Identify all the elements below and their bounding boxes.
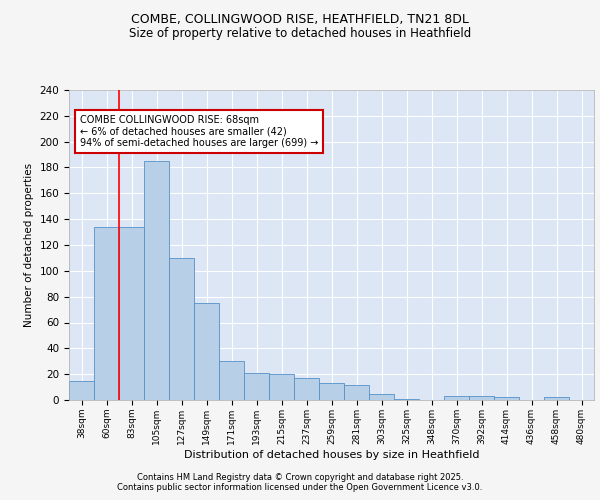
Bar [244,373,269,400]
Y-axis label: Number of detached properties: Number of detached properties [24,163,34,327]
Bar [544,398,569,400]
Bar [69,380,94,400]
Text: Contains HM Land Registry data © Crown copyright and database right 2025.
Contai: Contains HM Land Registry data © Crown c… [118,473,482,492]
Bar [194,303,219,400]
Bar [319,383,344,400]
Bar [469,396,494,400]
Bar [394,398,419,400]
Text: Size of property relative to detached houses in Heathfield: Size of property relative to detached ho… [129,28,471,40]
Bar [294,378,319,400]
Bar [444,396,469,400]
Bar [344,384,369,400]
Bar [144,161,169,400]
Bar [119,227,144,400]
Text: COMBE, COLLINGWOOD RISE, HEATHFIELD, TN21 8DL: COMBE, COLLINGWOOD RISE, HEATHFIELD, TN2… [131,12,469,26]
Bar [494,398,519,400]
Text: COMBE COLLINGWOOD RISE: 68sqm
← 6% of detached houses are smaller (42)
94% of se: COMBE COLLINGWOOD RISE: 68sqm ← 6% of de… [79,115,318,148]
X-axis label: Distribution of detached houses by size in Heathfield: Distribution of detached houses by size … [184,450,479,460]
Bar [269,374,294,400]
Bar [219,361,244,400]
Bar [94,227,119,400]
Bar [169,258,194,400]
Bar [369,394,394,400]
